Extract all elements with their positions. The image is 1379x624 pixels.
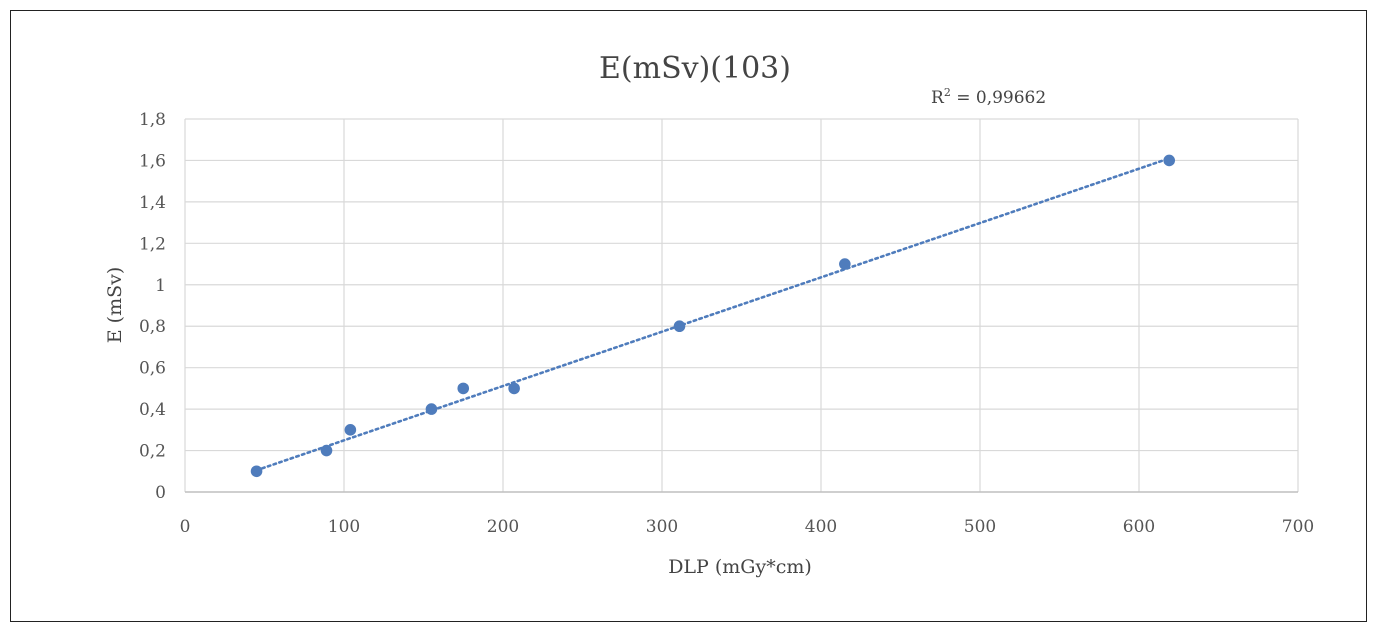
y-axis-label: E (mSv) (104, 267, 126, 344)
data-point (344, 424, 357, 436)
x-tick-label: 600 (1123, 517, 1155, 537)
x-tick-label: 0 (180, 517, 191, 537)
gridlines (185, 118, 1299, 492)
data-point (425, 403, 438, 415)
y-tick-label: 0 (155, 483, 166, 503)
chart-frame (10, 10, 1367, 622)
data-point (250, 465, 263, 478)
y-tick-label: 0,8 (139, 317, 166, 337)
x-tick-label: 500 (964, 517, 996, 537)
trendline-group (255, 157, 1171, 472)
data-points (250, 154, 1176, 478)
data-point (839, 258, 851, 270)
y-tick-label: 1,6 (139, 151, 166, 171)
x-tick-label: 300 (646, 517, 678, 537)
data-point (320, 444, 333, 457)
y-tick-label: 0,4 (139, 400, 166, 420)
y-tick-label: 1 (155, 276, 166, 296)
x-tick-label: 200 (487, 517, 519, 537)
data-point (1163, 154, 1176, 167)
r-squared-annotation: R2 = 0,99662 (931, 86, 1046, 108)
x-axis-label: DLP (mGy*cm) (668, 556, 812, 578)
y-tick-label: 1,4 (139, 193, 166, 213)
data-point (508, 382, 520, 395)
y-tick-label: 1,8 (139, 110, 166, 130)
x-tick-labels: 0 100 200 300 400 500 600 700 (180, 517, 1315, 537)
x-tick-label: 400 (805, 517, 837, 537)
axes (184, 119, 1298, 493)
data-point (457, 382, 470, 395)
y-tick-label: 0,6 (139, 359, 166, 379)
chart-title: E(mSv)(103) (599, 51, 791, 86)
x-tick-label: 100 (328, 517, 360, 537)
r-squared-value: 0,99662 (976, 88, 1046, 108)
y-tick-label: 1,2 (139, 234, 166, 254)
data-point (673, 320, 686, 333)
x-tick-label: 700 (1282, 517, 1314, 537)
y-tick-labels: 0 0,2 0,4 0,6 0,8 1 1,2 1,4 1,6 1,8 (139, 110, 166, 503)
y-tick-label: 0,2 (139, 442, 166, 462)
trendline (255, 157, 1171, 472)
